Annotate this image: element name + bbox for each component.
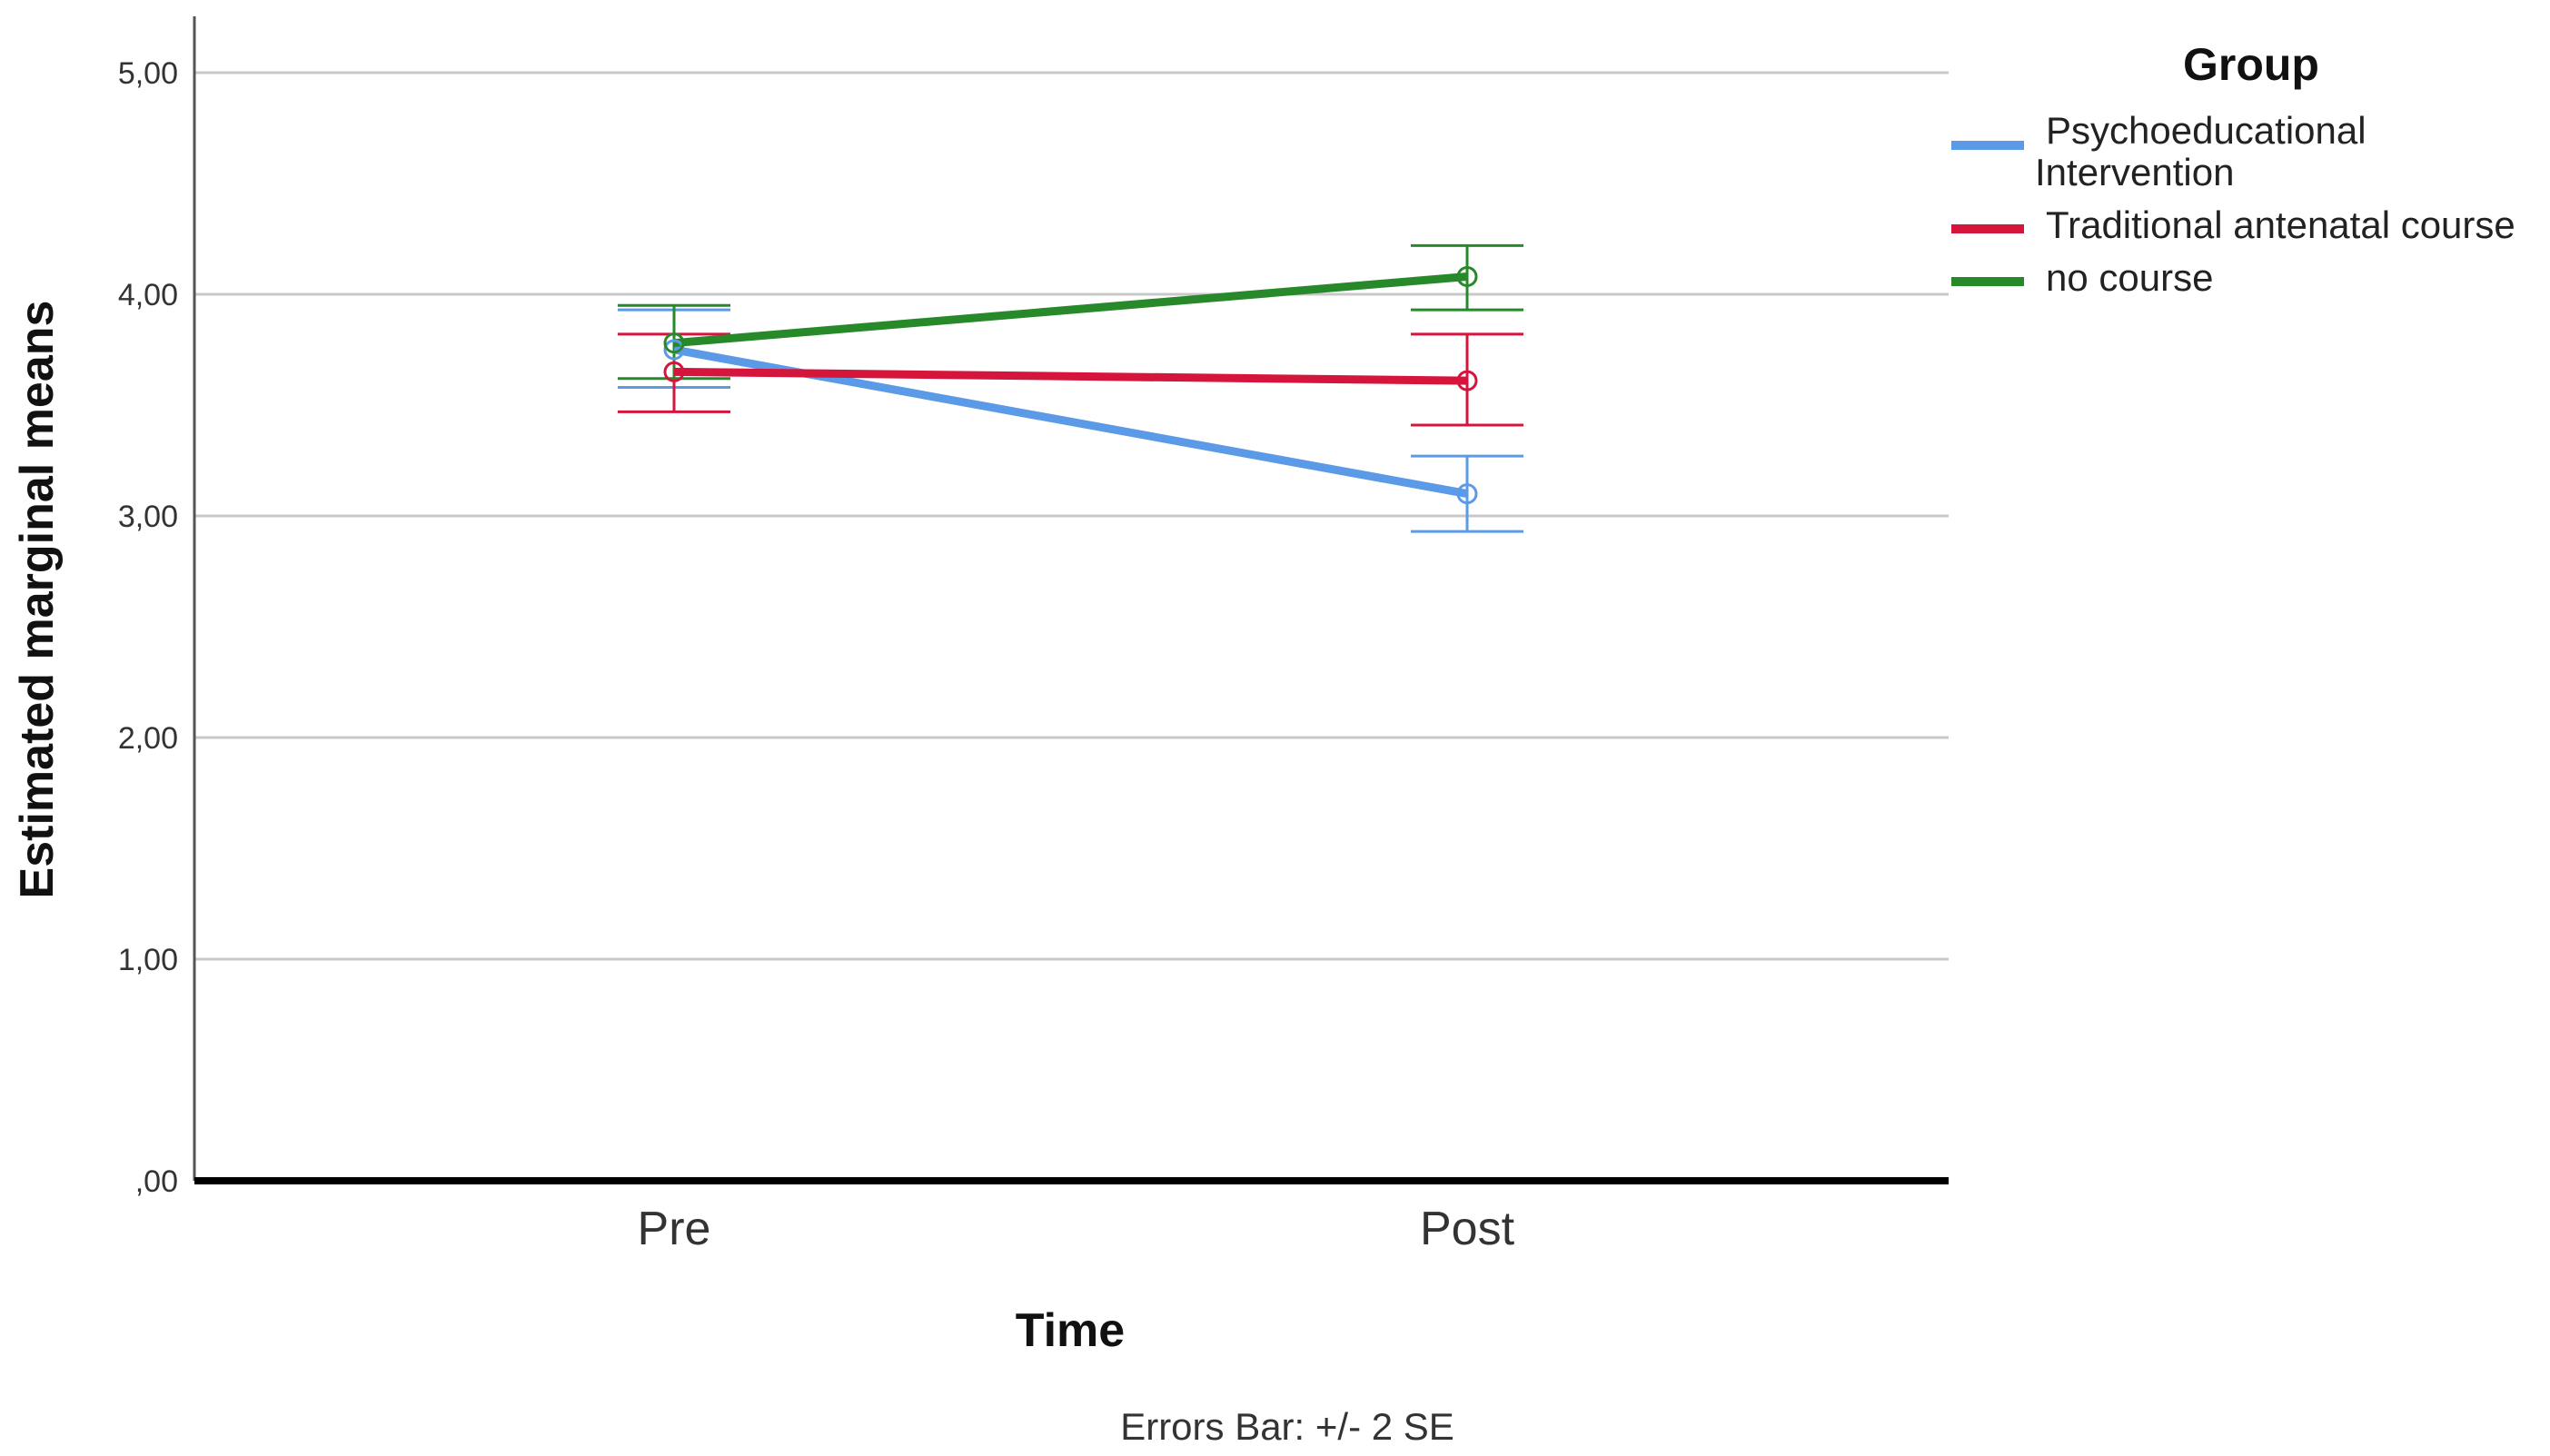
y-tick-label: ,00 (135, 1164, 178, 1199)
y-tick-label: 5,00 (118, 56, 178, 91)
series-3-errorbars (618, 243, 1523, 381)
data-point (663, 361, 685, 382)
legend-label: Traditional antenatal course (2046, 203, 2515, 246)
x-category-labels: Pre Post (638, 1203, 1515, 1255)
data-point (663, 339, 685, 361)
y-tick-label: 1,00 (118, 943, 178, 977)
series-group (618, 243, 1523, 533)
data-point (1456, 265, 1478, 287)
x-category-label: Pre (638, 1203, 711, 1255)
legend-label: no course (2046, 256, 2213, 299)
x-category-label: Post (1420, 1203, 1515, 1255)
data-point (1456, 370, 1478, 391)
y-tick-label: 3,00 (118, 500, 178, 534)
data-point (663, 332, 685, 354)
series-line (673, 272, 1468, 348)
y-tick-label: 2,00 (118, 721, 178, 756)
error-bar-footnote: Errors Bar: +/- 2 SE (1120, 1405, 1454, 1448)
legend-entry: Traditional antenatal course (1951, 203, 2515, 246)
y-tick-label: 4,00 (118, 278, 178, 312)
legend-label: Psychoeducational (2046, 109, 2366, 152)
x-axis-title: Time (1016, 1304, 1125, 1357)
series-line (673, 367, 1468, 385)
axes (193, 16, 1949, 1184)
y-tick-labels: ,00 1,00 2,00 3,00 4,00 5,00 (118, 56, 178, 1199)
legend-label: Intervention (2035, 151, 2234, 193)
legend-entry: no course (1951, 256, 2213, 299)
data-point (1456, 483, 1478, 505)
gridlines (194, 71, 1949, 961)
legend-title: Group (2183, 39, 2319, 90)
y-axis-title: Estimated marginal means (11, 301, 64, 899)
